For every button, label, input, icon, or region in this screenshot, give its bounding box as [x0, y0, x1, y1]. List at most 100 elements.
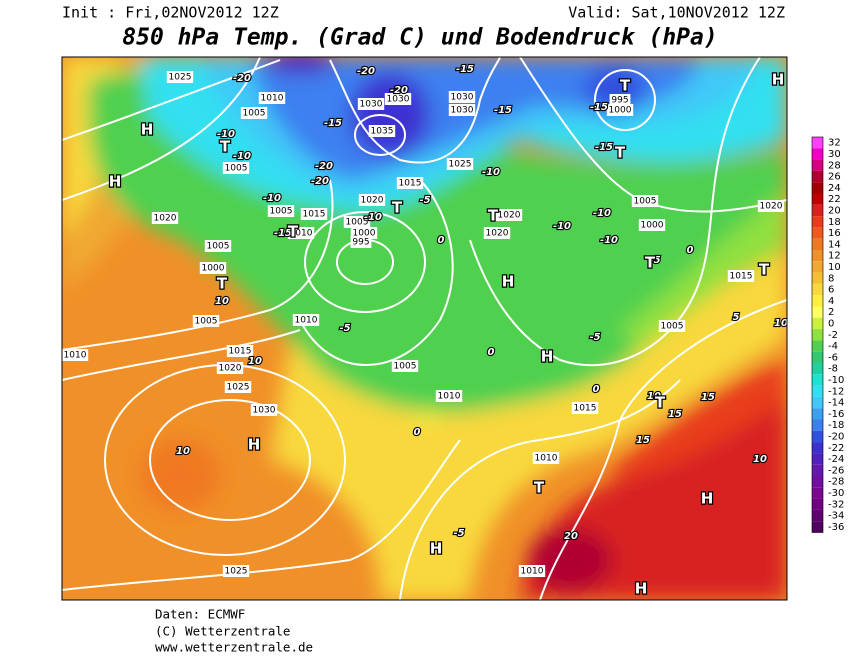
isotherm-label: 10 — [647, 391, 661, 402]
isotherm-label: 20 — [564, 531, 578, 542]
isotherm-label: -5 — [339, 323, 350, 334]
isobar-label-box — [571, 402, 599, 414]
colorbar-label: 26 — [828, 172, 841, 183]
isobar-label: 1025 — [227, 383, 250, 393]
colorbar-label: -2 — [828, 330, 838, 341]
colorbar-swatch — [812, 385, 823, 397]
isobar-label-box — [287, 227, 315, 239]
pressure-center: T — [288, 223, 299, 241]
isobar-label: 1015 — [730, 272, 753, 282]
colorbar-label: -34 — [828, 511, 844, 522]
colorbar-swatch — [812, 396, 823, 409]
colorbar-swatch — [812, 170, 823, 183]
pressure-center: T — [534, 479, 545, 497]
isobar-label: 1005 — [661, 322, 684, 332]
colorbar-label: 12 — [828, 251, 841, 262]
colorbar-swatch — [812, 137, 823, 149]
isotherm-label: 0 — [414, 427, 421, 438]
isobar-label: 1010 — [438, 392, 461, 402]
isobar-label-box — [357, 98, 385, 110]
colorbar-label: 30 — [828, 149, 841, 160]
isotherm-label: -5 — [589, 332, 600, 343]
isobar-label: 1020 — [498, 211, 521, 221]
colorbar-swatch — [812, 250, 823, 262]
map-title: 850 hPa Temp. (Grad C) und Bodendruck (h… — [122, 25, 717, 51]
isobar-label-box — [435, 390, 463, 402]
isotherm-label: 10 — [248, 356, 262, 367]
isobar-label: 1030 — [451, 93, 474, 103]
isotherm-label: -20 — [233, 73, 251, 84]
isobar-label-box — [532, 452, 560, 464]
colorbar-label: -12 — [828, 386, 844, 397]
isobar-label: 1030 — [360, 100, 383, 110]
isotherm-label: 10 — [753, 454, 767, 465]
colorbar-swatch — [812, 238, 823, 250]
colorbar-swatch — [812, 498, 823, 510]
isobar-label-box — [192, 315, 220, 327]
colorbar-swatch — [812, 329, 823, 341]
colorbar: 32302826242220181614121086420-2-4-6-8-10… — [811, 136, 844, 533]
colorbar-label: 4 — [828, 296, 834, 307]
isotherm-label: 5 — [733, 312, 740, 323]
isobar-label: 1010 — [261, 94, 284, 104]
colorbar-label: 32 — [828, 138, 841, 149]
isobar-label-box — [518, 565, 546, 577]
colorbar-swatch — [812, 430, 823, 443]
pressure-center: H — [502, 273, 515, 291]
colorbar-swatch — [812, 374, 823, 386]
footer-line: (C) Wetterzentrale — [155, 624, 290, 639]
colorbar-label: 0 — [828, 318, 834, 329]
isobar-label: 1005 — [195, 317, 218, 327]
colorbar-label: -10 — [828, 375, 844, 386]
pressure-center: H — [109, 173, 122, 191]
colorbar-swatch — [812, 204, 823, 217]
colorbar-swatch — [812, 227, 823, 239]
isobar-label: 995 — [611, 96, 628, 106]
pressure-center: T — [217, 275, 228, 293]
colorbar-label: -28 — [828, 477, 844, 488]
isobar-label-box — [757, 200, 785, 212]
isotherm-label: -20 — [315, 161, 333, 172]
colorbar-label: 24 — [828, 183, 841, 194]
colorbar-swatch — [812, 216, 823, 228]
isobar-label-box — [631, 195, 659, 207]
isobar-label: 1020 — [219, 364, 242, 374]
isotherm-label: 15 — [668, 409, 682, 420]
isobar-label-box — [166, 71, 194, 83]
isobar-label-box — [448, 91, 476, 103]
pressure-center: T — [220, 138, 231, 156]
colorbar-label: -26 — [828, 465, 844, 476]
isotherm-label: -15 — [590, 102, 608, 113]
isobar-label: 1030 — [387, 95, 410, 105]
isobar-label-box — [151, 212, 179, 224]
colorbar-swatch — [812, 453, 823, 465]
isobar-label: 1010 — [295, 316, 318, 326]
isotherm-label: -15 — [324, 118, 342, 129]
isobar-label: 1015 — [303, 210, 326, 220]
colorbar-swatch — [812, 340, 823, 352]
isotherm-label: -10 — [263, 193, 281, 204]
isotherm-label: -15 — [595, 142, 613, 153]
colorbar-label: 22 — [828, 194, 841, 205]
colorbar-label: 6 — [828, 285, 834, 296]
isobar-label-box — [391, 360, 419, 372]
isotherm-label: 0 — [438, 235, 445, 246]
isobar-label: 1015 — [229, 347, 252, 357]
colorbar-swatch — [812, 408, 823, 420]
isotherm-label: -20 — [311, 176, 329, 187]
pressure-center: T — [620, 77, 631, 95]
colorbar-label: 14 — [828, 239, 841, 250]
isobar-label-box — [446, 158, 474, 170]
isotherm-label: -15 — [274, 228, 292, 239]
colorbar-swatch — [812, 182, 823, 194]
pressure-center: T — [615, 144, 626, 162]
colorbar-swatch — [812, 509, 823, 522]
isotherm-label: -10 — [364, 212, 382, 223]
isobar-label-box — [638, 219, 666, 231]
isobar-label: 1030 — [451, 106, 474, 116]
isobar-label: 1005 — [207, 242, 230, 252]
colorbar-swatch — [812, 487, 823, 499]
isobar-label-box — [267, 205, 295, 217]
